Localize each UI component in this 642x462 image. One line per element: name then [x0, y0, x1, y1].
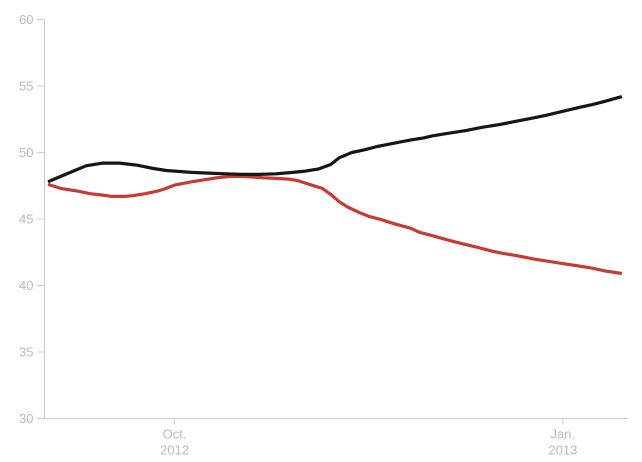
- y-tick-label: 35: [19, 345, 33, 360]
- y-tick-label: 50: [19, 145, 33, 160]
- x-tick-label-year: 2013: [548, 443, 577, 458]
- y-tick-label: 55: [19, 79, 33, 94]
- y-tick-label: 40: [19, 278, 33, 293]
- y-tick-label: 30: [19, 411, 33, 426]
- series-black-line: [47, 95, 623, 184]
- y-tick-label: 45: [19, 212, 33, 227]
- x-tick-label-month: Jan.: [551, 427, 576, 442]
- x-tick-label-year: 2012: [160, 443, 189, 458]
- series-red-line: [47, 174, 623, 276]
- x-tick-label-month: Oct.: [163, 427, 187, 442]
- y-tick-label: 60: [19, 12, 33, 27]
